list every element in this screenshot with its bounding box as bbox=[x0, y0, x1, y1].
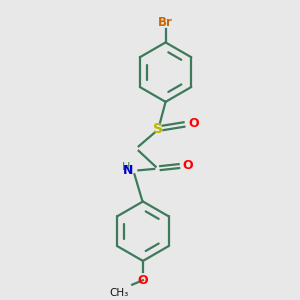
Text: O: O bbox=[138, 274, 148, 287]
Text: Br: Br bbox=[158, 16, 173, 29]
Text: H: H bbox=[122, 162, 130, 172]
Text: CH₃: CH₃ bbox=[110, 287, 129, 298]
Text: O: O bbox=[182, 159, 193, 172]
Text: O: O bbox=[188, 117, 199, 130]
Text: S: S bbox=[154, 122, 164, 136]
Text: N: N bbox=[123, 164, 133, 177]
